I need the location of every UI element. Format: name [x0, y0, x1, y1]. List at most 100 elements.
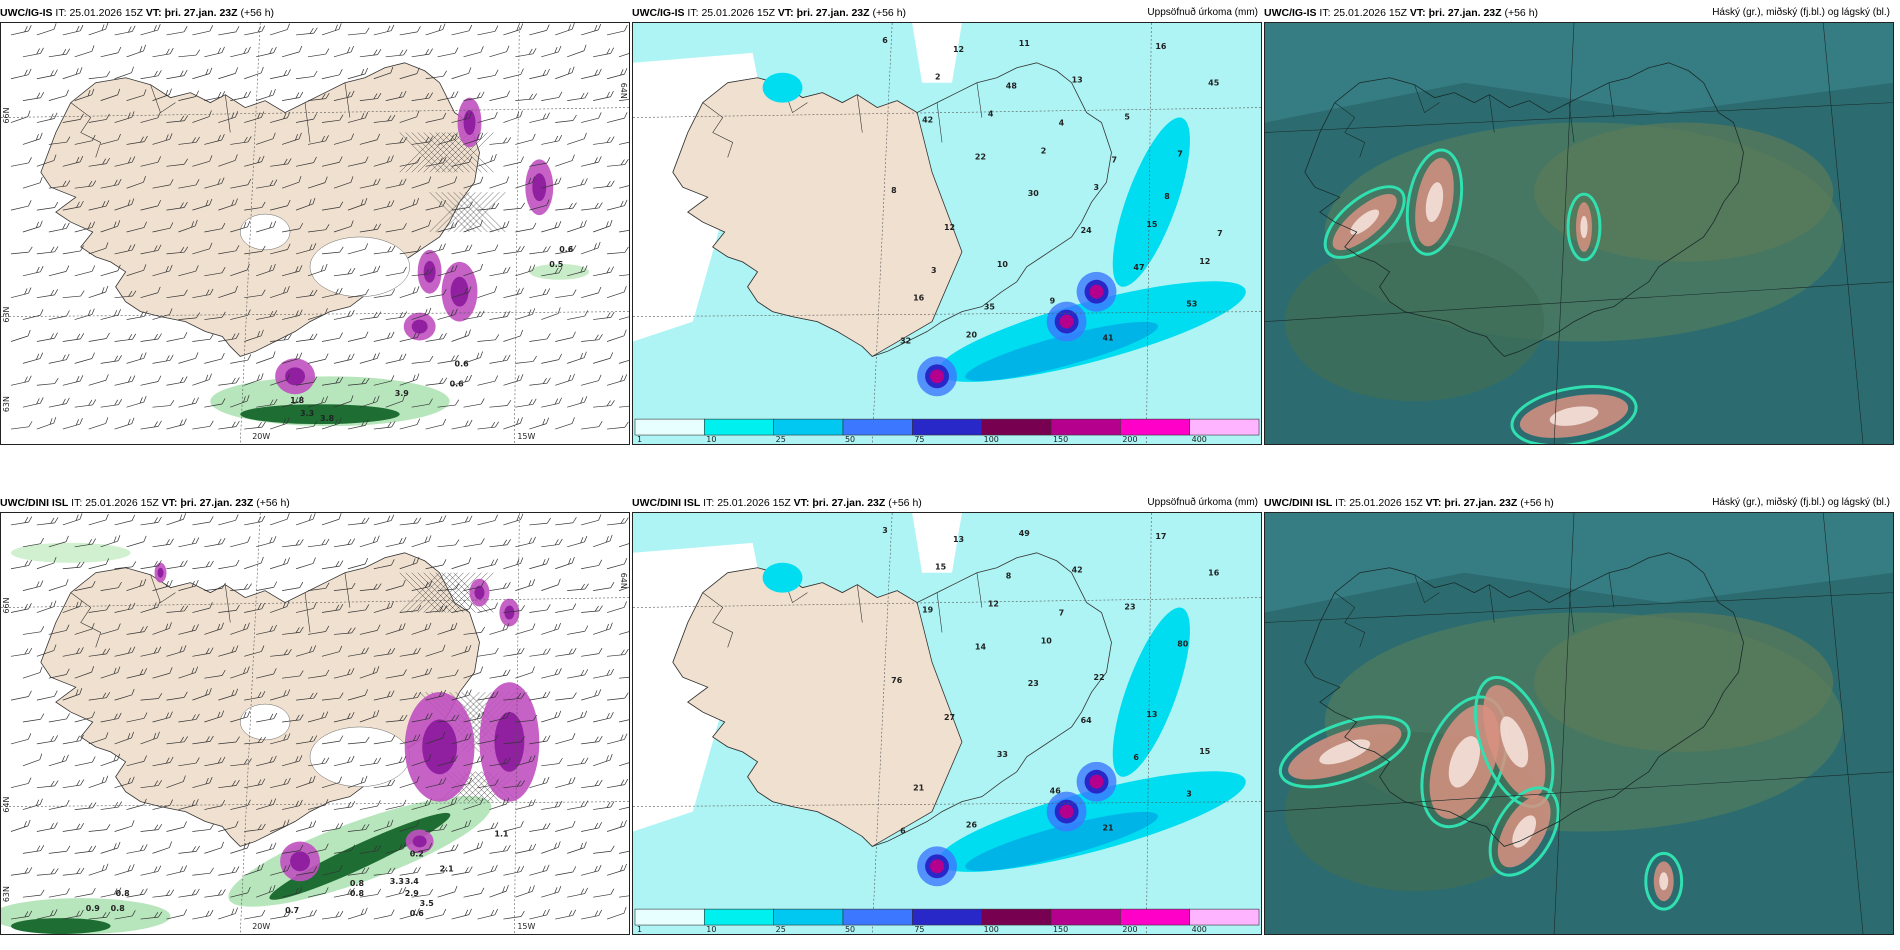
- precip-value-label: 2: [935, 73, 941, 82]
- precip-value-label: 64: [1081, 716, 1093, 725]
- panel-subtitle: Háský (gr.), miðský (fj.bl.) og lágský (…: [1712, 497, 1890, 508]
- lat-tick-label: 63N: [2, 396, 11, 412]
- coastline-detail: [1334, 82, 1615, 158]
- precip-colorbar: 1 10 25 50 75 100 150 200 400: [634, 418, 1260, 444]
- colorbar-label: 10: [706, 925, 716, 934]
- colorbar-swatch: [773, 418, 844, 436]
- colorbar-swatch: [842, 418, 913, 436]
- wind-value-label: 3.9: [395, 389, 410, 398]
- wind-value-label: 0.8: [350, 879, 365, 888]
- graticule-line: [1553, 23, 1575, 444]
- colorbar-swatch: [634, 908, 705, 926]
- colorbar-label: 10: [706, 435, 716, 444]
- cloud-map[interactable]: [1264, 512, 1894, 935]
- cloud-map[interactable]: [1264, 22, 1894, 445]
- colorbar-label: 75: [914, 925, 924, 934]
- graticule-line: [1822, 513, 1864, 934]
- precip-value-label: 26: [966, 821, 978, 830]
- precip-value-label: 8: [1006, 572, 1012, 581]
- precip-value-label: 3: [882, 526, 888, 535]
- precip-value-label: 41: [1103, 333, 1114, 342]
- colorbar-label: 1: [637, 925, 642, 934]
- panel-subtitle: Uppsöfnuð úrkoma (mm): [1147, 497, 1258, 508]
- wind-value-label: 0.8: [111, 904, 126, 913]
- precip-value-label: 35: [984, 303, 995, 312]
- colorbar-swatch: [1120, 908, 1190, 926]
- precip-value-label: 6: [1133, 753, 1139, 762]
- colorbar-label: 400: [1192, 435, 1207, 444]
- colorbar-swatch: [912, 908, 982, 926]
- wind-value-label: 3.8: [320, 414, 335, 423]
- heavy-snow-cells: [154, 562, 540, 882]
- precip-value-label: 42: [922, 116, 933, 125]
- precip-maxima: [917, 271, 1117, 397]
- colorbar-label: 100: [984, 435, 999, 444]
- precip-value-label: 27: [944, 713, 955, 722]
- precip-value-label: 12: [988, 600, 999, 609]
- lon-tick-label: 20W: [252, 432, 270, 441]
- precip-value-label: 21: [913, 784, 924, 793]
- precip-value-label: 15: [1146, 220, 1157, 229]
- precip-value-label: 76: [891, 676, 903, 685]
- latitude-line: [1, 311, 629, 317]
- precip-value-label: 11: [1019, 39, 1030, 48]
- wind-value-label: 0.7: [285, 906, 299, 915]
- wind-map[interactable]: 0.8 0.9 0.8 0.7 3.3 3.4 2.9 0.6 0.8 0.2 1.1 2.1 3.5 0…: [0, 512, 630, 935]
- longitude-line: [239, 23, 261, 444]
- panel-dini-precip: UWC/DINI ISL IT: 25.01.2026 15Z VT: þri.…: [632, 490, 1262, 935]
- colorbar-swatch: [1189, 418, 1260, 436]
- colorbar-label: 75: [914, 435, 924, 444]
- wind-value-label: 3.3: [390, 877, 404, 886]
- precip-value-label: 80: [1177, 639, 1189, 648]
- wind-map[interactable]: 0.6 3.3 3.8 1.8 3.9 0.6 0.6 0.5 66N 63N 63N 20W 15W 6…: [0, 22, 630, 445]
- precip-value-label: 10: [997, 260, 1009, 269]
- latitude-line: [1, 107, 629, 118]
- no-precip-area: [912, 513, 962, 573]
- panel-dini-wind: UWC/DINI ISL IT: 25.01.2026 15Z VT: þri.…: [0, 490, 630, 935]
- precip-value-label: 16: [913, 294, 925, 303]
- lon-tick-label: 15W: [517, 432, 535, 441]
- precip-value-label: 3: [1186, 790, 1192, 799]
- precip-value-label: 53: [1186, 300, 1197, 309]
- wind-barbs: [10, 23, 629, 430]
- precip-value-label: 7: [1177, 149, 1183, 158]
- precip-map[interactable]: 6 2 4 2 3 15 12 16 20 11 13 5 7 8 12 10 9 41 16 45 42 22 30 24 4…: [632, 22, 1262, 445]
- latitude-line: [633, 107, 1261, 118]
- lat-tick-label: 64N: [619, 83, 628, 99]
- precip-value-label: 13: [953, 535, 964, 544]
- panel-dini-cloud: UWC/DINI ISL IT: 25.01.2026 15Z VT: þri.…: [1264, 490, 1894, 935]
- graticule-line: [1822, 23, 1864, 444]
- panel-title: UWC/DINI ISL IT: 25.01.2026 15Z VT: þri.…: [1264, 497, 1890, 509]
- no-precip-area: [912, 23, 962, 83]
- longitude-line: [871, 23, 893, 444]
- precip-bands: [762, 562, 1246, 872]
- precip-map[interactable]: 3 15 12 10 22 13 15 21 26 49 42 23 80 76 27 33 46 21 17 16 1…: [632, 512, 1262, 935]
- precip-value-label: 2: [1041, 146, 1047, 155]
- precip-value-label: 3: [1094, 183, 1100, 192]
- colorbar-label: 50: [845, 925, 855, 934]
- precip-value-label: 14: [975, 642, 987, 651]
- lat-tick-label: 63N: [2, 886, 11, 902]
- wind-value-label: 0.9: [86, 904, 101, 913]
- colorbar-label: 100: [984, 925, 999, 934]
- colorbar-label: 200: [1122, 435, 1137, 444]
- wind-value-label: 2.1: [440, 864, 454, 873]
- longitude-line: [239, 513, 261, 934]
- wind-value-label: 0.6: [450, 379, 465, 388]
- precip-value-label: 5: [1124, 113, 1130, 122]
- latitude-line: [633, 801, 1261, 807]
- colorbar-swatch: [634, 418, 705, 436]
- colorbar-swatch: [1189, 908, 1260, 926]
- precip-value-label: 15: [1199, 747, 1210, 756]
- iceland-coast: [1304, 62, 1744, 357]
- coastline-detail: [1334, 572, 1615, 648]
- iceland-coast: [1304, 552, 1744, 847]
- glacier: [239, 213, 291, 251]
- graticule-line: [1265, 771, 1893, 812]
- precip-value-label: 13: [1146, 710, 1157, 719]
- wind-value-label: 0.8: [350, 889, 365, 898]
- glacier: [309, 236, 410, 297]
- wind-barbs: [10, 513, 629, 920]
- colorbar-label: 150: [1053, 435, 1068, 444]
- longitude-line: [1146, 23, 1152, 444]
